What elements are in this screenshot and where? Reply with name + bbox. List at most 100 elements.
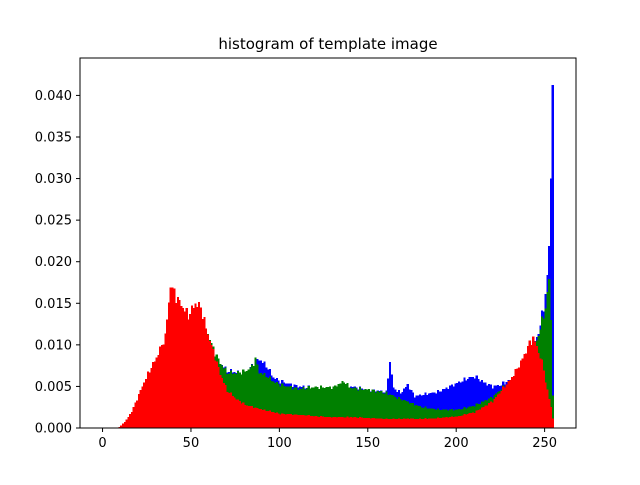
histogram-bar xyxy=(424,406,427,428)
histogram-bar xyxy=(417,418,420,428)
histogram-bar xyxy=(346,416,349,428)
histogram-bar xyxy=(546,389,549,428)
x-tick-label: 250 xyxy=(532,436,557,451)
histogram-bar xyxy=(468,377,471,428)
histogram-bar xyxy=(348,387,351,428)
histogram-bar xyxy=(404,401,408,428)
histogram-bar xyxy=(279,414,282,428)
histogram-bar xyxy=(427,418,431,428)
histogram-bar xyxy=(434,418,438,428)
histogram-bar xyxy=(468,413,471,428)
histogram-bar xyxy=(221,378,224,428)
histogram-bar xyxy=(300,415,303,428)
histogram-bar xyxy=(118,426,121,428)
histogram-bar xyxy=(433,418,436,428)
histogram-bar xyxy=(228,392,231,428)
histogram-bar xyxy=(456,416,459,428)
histogram-bar xyxy=(265,411,268,428)
histogram-bar xyxy=(406,418,409,428)
histogram-bar xyxy=(311,416,314,428)
histogram-bar xyxy=(408,403,411,428)
histogram-bar xyxy=(337,417,340,428)
histogram-bar xyxy=(127,416,130,428)
histogram-bar xyxy=(486,405,489,428)
histogram-bar xyxy=(378,391,381,428)
histogram-bar xyxy=(397,418,400,428)
histogram-bar xyxy=(420,419,423,428)
histogram-bar xyxy=(366,417,369,428)
histogram-bar xyxy=(397,396,400,428)
histogram-bar xyxy=(389,394,392,428)
histogram-bar xyxy=(291,389,294,428)
histogram-bar xyxy=(245,370,248,428)
histogram-bar xyxy=(408,419,411,428)
histogram-bar xyxy=(277,383,280,428)
histogram-bar xyxy=(424,418,427,428)
histogram-bar xyxy=(235,399,238,428)
histogram-bar xyxy=(277,413,280,428)
histogram-bar xyxy=(344,417,347,428)
y-axis: 0.000 0.005 0.010 0.015 0.020 0.025 0.030 0.035… xyxy=(35,89,80,437)
histogram-bar xyxy=(534,341,537,428)
histogram-bar xyxy=(500,391,503,428)
histogram-bar xyxy=(244,404,247,428)
x-tick-label: 0 xyxy=(98,436,106,451)
histogram-bar xyxy=(392,418,395,428)
histogram-bar xyxy=(196,307,199,428)
histogram-bar xyxy=(268,376,271,428)
histogram-bar xyxy=(316,387,319,428)
histogram-bar xyxy=(452,417,455,428)
histogram-bar xyxy=(389,418,392,428)
histogram-bar xyxy=(297,389,300,428)
histogram-bar xyxy=(358,417,362,428)
histogram-bar xyxy=(447,388,450,428)
histogram-bar xyxy=(355,388,358,428)
histogram-bar xyxy=(516,368,519,428)
histogram-bar xyxy=(332,386,335,428)
histogram-bar xyxy=(307,415,310,428)
histogram-bar xyxy=(426,408,429,428)
histogram-bar xyxy=(364,389,367,428)
histogram-bar xyxy=(396,398,399,428)
histogram-bar xyxy=(245,405,248,428)
histogram-bar xyxy=(311,387,314,428)
histogram-bar xyxy=(141,386,144,428)
histogram-bar xyxy=(335,417,339,428)
histogram-bar xyxy=(514,368,517,428)
histogram-bar xyxy=(153,361,156,428)
histogram-bar xyxy=(244,371,247,428)
histogram-bar xyxy=(144,378,148,428)
histogram-bar xyxy=(198,302,201,428)
histogram-bar xyxy=(465,414,468,428)
histogram-bar xyxy=(251,364,254,428)
histogram-bar xyxy=(358,387,362,428)
histogram-bar xyxy=(298,414,301,428)
histogram-bar xyxy=(387,419,390,428)
histogram-bar xyxy=(445,387,448,428)
histogram-bar xyxy=(544,308,547,428)
histogram-bar xyxy=(305,388,309,428)
histogram-bar xyxy=(549,178,553,428)
histogram-bar xyxy=(210,344,213,428)
histogram-bar xyxy=(422,407,425,428)
histogram-bar xyxy=(503,387,507,428)
histogram-bar xyxy=(187,319,190,428)
histogram-bar xyxy=(182,308,185,428)
x-tick-label: 50 xyxy=(183,436,200,451)
histogram-bar xyxy=(376,391,379,428)
histogram-bar xyxy=(247,369,250,428)
histogram-bar xyxy=(169,287,172,428)
histogram-bar xyxy=(419,406,422,428)
histogram-bar xyxy=(185,308,188,428)
histogram-bar xyxy=(307,386,310,428)
histogram-bar xyxy=(350,417,353,428)
histogram-bar xyxy=(332,416,335,428)
histogram-bar xyxy=(171,287,174,428)
histogram-bar xyxy=(282,385,286,428)
histogram-bar xyxy=(293,387,296,428)
histogram-bar xyxy=(463,377,466,428)
histogram-bar xyxy=(438,391,441,428)
x-axis: 0 50 100 150 200 250 xyxy=(98,428,557,451)
histogram-bar xyxy=(403,400,406,428)
